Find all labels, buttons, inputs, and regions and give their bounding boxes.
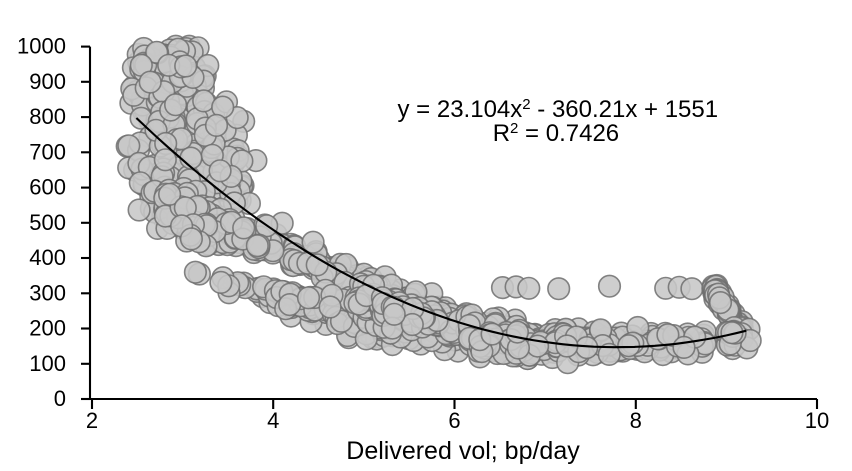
svg-text:R2 = 0.7426: R2 = 0.7426 [493,120,619,148]
svg-text:200: 200 [29,316,66,341]
svg-text:800: 800 [29,104,66,129]
svg-text:400: 400 [29,245,66,270]
svg-text:900: 900 [29,69,66,94]
svg-text:600: 600 [29,175,66,200]
svg-text:4: 4 [267,408,279,433]
svg-text:2: 2 [86,408,98,433]
svg-text:500: 500 [29,210,66,235]
svg-text:700: 700 [29,139,66,164]
svg-text:6: 6 [448,408,460,433]
svg-text:100: 100 [29,351,66,376]
svg-text:0: 0 [54,386,66,411]
svg-text:300: 300 [29,280,66,305]
svg-text:y = 23.104x2 - 360.21x + 1551: y = 23.104x2 - 360.21x + 1551 [398,96,719,124]
svg-text:10: 10 [805,408,829,433]
svg-text:8: 8 [630,408,642,433]
svg-text:1000: 1000 [17,34,66,59]
svg-text:Delivered vol; bp/day: Delivered vol; bp/day [346,437,580,465]
